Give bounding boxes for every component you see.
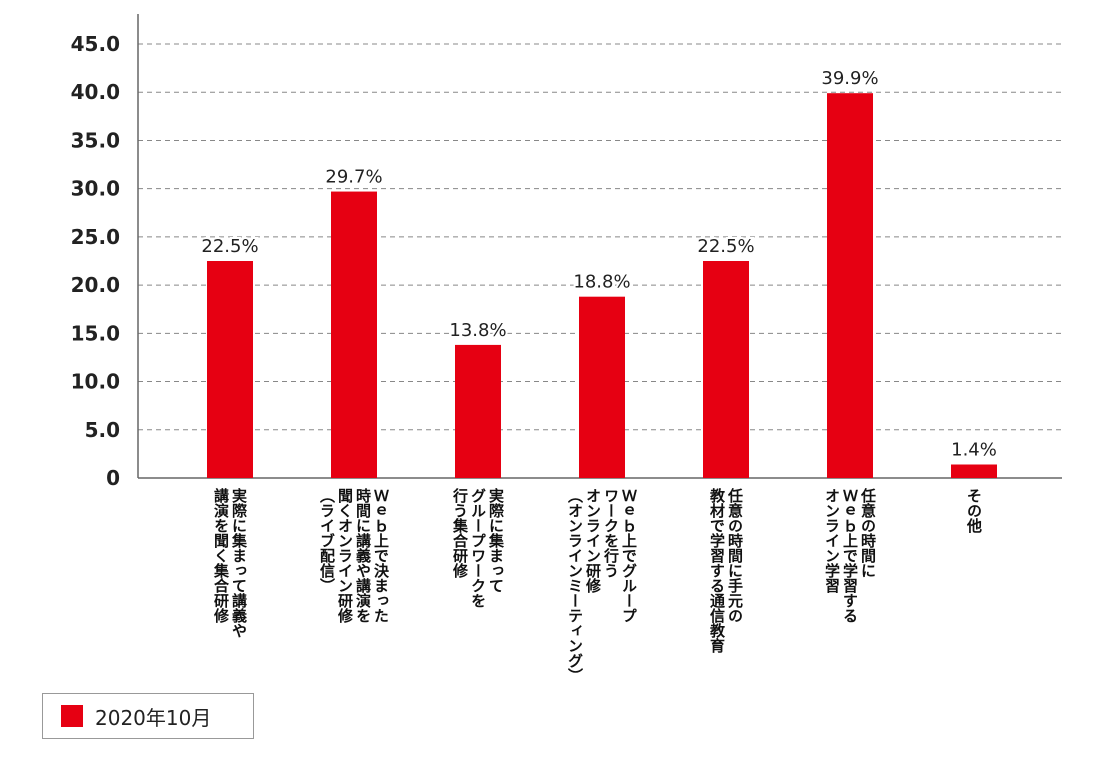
data-label: 1.4% [951, 439, 997, 460]
category-label: 実際に集まって講義や 講演を聞く集合研修 [212, 488, 248, 638]
bar [579, 296, 625, 478]
y-tick-label: 5.0 [85, 418, 120, 442]
data-label: 29.7% [325, 167, 382, 188]
legend: 2020年10月 [42, 693, 254, 739]
y-tick-label: 0 [106, 466, 120, 490]
y-tick-label: 35.0 [71, 128, 120, 152]
y-tick-label: 40.0 [71, 80, 120, 104]
category-label: Ｗｅｂ上で決まった 時間に講義や講演を 聞くオンライン研修 （ライブ配信） [318, 488, 390, 623]
y-tick-label: 45.0 [71, 32, 120, 56]
y-tick-label: 15.0 [71, 321, 120, 345]
bar [827, 93, 873, 478]
legend-label: 2020年10月 [95, 705, 212, 730]
legend-swatch [61, 705, 83, 727]
data-label: 18.8% [573, 272, 630, 293]
category-label: 任意の時間に Ｗｅｂ上で学習する オンライン学習 [823, 488, 877, 623]
bar [951, 464, 997, 478]
y-tick-label: 10.0 [71, 370, 120, 394]
category-label: Ｗｅｂ上でグループ ワークを行う オンライン研修 （オンラインミーティング） [566, 488, 638, 683]
data-label: 22.5% [201, 236, 258, 257]
y-tick-label: 30.0 [71, 177, 120, 201]
bar [207, 261, 253, 478]
y-tick-label: 20.0 [71, 273, 120, 297]
bar [455, 344, 501, 478]
data-label: 13.8% [449, 320, 506, 341]
category-label: 実際に集まって グループワークを 行う集合研修 [451, 488, 505, 608]
category-label: 任意の時間に手元の 教材で学習する通信教育 [708, 488, 744, 653]
bar [703, 261, 749, 478]
bar [331, 191, 377, 478]
category-label: その他 [965, 488, 983, 533]
data-label: 39.9% [821, 68, 878, 89]
data-label: 22.5% [697, 236, 754, 257]
y-tick-label: 25.0 [71, 225, 120, 249]
